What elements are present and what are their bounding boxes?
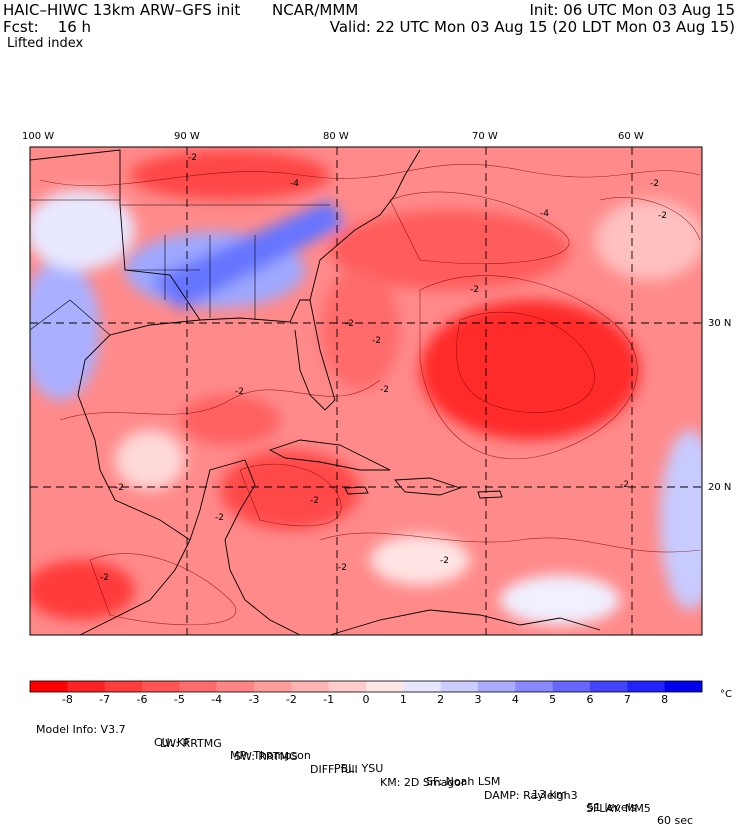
- colorbar-swatch: [216, 681, 255, 692]
- colorbar-swatch: [104, 681, 143, 692]
- colorbar-tick-label: 5: [549, 693, 557, 706]
- contour-label: -2: [338, 563, 347, 573]
- contour-label: -2: [235, 387, 244, 397]
- contour-label: -2: [470, 285, 479, 295]
- lat-label-30n: 30 N: [708, 318, 732, 329]
- colorbar-tick-label: -4: [211, 693, 223, 706]
- colorbar-tick-label: 3: [474, 693, 482, 706]
- colorbar-swatch: [179, 681, 218, 692]
- colorbar-swatch: [403, 681, 442, 692]
- colorbar-tick-label: 8: [661, 693, 669, 706]
- colorbar-swatch: [366, 681, 404, 692]
- field-name: Lifted index: [7, 36, 84, 51]
- colorbar-tick-label: 6: [586, 693, 594, 706]
- colorbar-swatch: [142, 681, 180, 692]
- colorbar-border: [29, 680, 703, 693]
- info-sflay: SFLAY: MM5: [586, 802, 651, 815]
- colorbar-swatch: [291, 681, 330, 692]
- colorbar-swatch: [590, 681, 628, 692]
- colorbar-swatch: [328, 681, 367, 692]
- colorbar-swatch: [30, 681, 68, 692]
- contour-label: -2: [215, 513, 224, 523]
- colorbar-tick-label: -7: [99, 693, 111, 706]
- map-canvas: -2 -4 -4 -2 -2 -2 -2 -2 -2 -2 -2 -2 -2 -2 -2 -2 -2: [29, 146, 703, 693]
- center-name: NCAR/MMM: [272, 1, 359, 19]
- contour-label: -2: [658, 211, 667, 221]
- contour-label: -2: [380, 385, 389, 395]
- colorbar-swatch: [67, 681, 106, 692]
- contour-label: -2: [188, 153, 197, 163]
- lon-label-80w: 80 W: [323, 131, 349, 142]
- contour-label: -2: [620, 480, 629, 490]
- colorbar-tick-label: 2: [437, 693, 445, 706]
- info-damp: DAMP: Rayleigh3: [484, 789, 578, 802]
- colorbar-swatch: [254, 681, 292, 692]
- colorbar-swatch: [627, 681, 666, 692]
- lon-label-70w: 70 W: [472, 131, 498, 142]
- lat-label-20n: 20 N: [708, 482, 732, 493]
- colorbar-tick-label: -8: [61, 693, 73, 706]
- colorbar-tick-label: 4: [511, 693, 519, 706]
- colorbar-swatch: [440, 681, 479, 692]
- colorbar-tick-label: 7: [623, 693, 631, 706]
- colorbar-tick-label: -6: [136, 693, 148, 706]
- colorbar-tick-label: 0: [362, 693, 370, 706]
- contour-label: -2: [650, 179, 659, 189]
- info-line-1: Model Info: V3.7 CU: KF MP: Thompson PBL…: [29, 710, 693, 827]
- init-time: Init: 06 UTC Mon 03 Aug 15: [529, 1, 735, 19]
- colorbar-tick-label: -1: [323, 693, 335, 706]
- contour-label: -2: [440, 556, 449, 566]
- colorbar-swatch: [515, 681, 554, 692]
- colorbar-tick-label: -3: [248, 693, 260, 706]
- colorbar-swatch: [664, 681, 703, 692]
- info-diff: DIFF: full: [310, 763, 358, 776]
- forecast-hour: Fcst: 16 h: [3, 18, 92, 36]
- colorbar-tick-label: 1: [399, 693, 407, 706]
- contour-label: -2: [115, 483, 124, 493]
- info-timestep: 60 sec: [657, 814, 694, 827]
- contour-label: -2: [100, 573, 109, 583]
- map-frame: [29, 146, 703, 636]
- info-sw: SW: RRTMG: [234, 750, 298, 763]
- lat-lon-grid: [30, 147, 702, 635]
- lon-label-90w: 90 W: [174, 131, 200, 142]
- colorbar-tick-label: -2: [285, 693, 297, 706]
- contour-label: -4: [290, 179, 299, 189]
- contour-lines: [39, 164, 701, 626]
- info-model-version: Model Info: V3.7: [36, 723, 126, 736]
- coastlines-borders: [30, 149, 601, 635]
- colorbar-tick-label: -5: [173, 693, 185, 706]
- contour-label: -2: [372, 336, 381, 346]
- lon-label-60w: 60 W: [618, 131, 644, 142]
- info-km: KM: 2D Smagor: [380, 776, 466, 789]
- contour-label: -4: [540, 209, 549, 219]
- colorbar-swatch: [478, 681, 516, 692]
- colorbar-unit: °C: [720, 689, 732, 700]
- model-title: HAIC–HIWC 13km ARW–GFS init: [3, 1, 241, 19]
- lifted-index-field: [30, 147, 702, 635]
- contour-label: -2: [310, 496, 319, 506]
- colorbar: [29, 680, 703, 693]
- lon-label-100w: 100 W: [22, 131, 55, 142]
- info-line-2: LW: RRTMG SW: RRTMG DIFF: full KM: 2D Sm…: [153, 724, 651, 815]
- info-lw: LW: RRTMG: [160, 737, 222, 750]
- contour-label: -2: [345, 319, 354, 329]
- contour-labels: -2 -4 -4 -2 -2 -2 -2 -2 -2 -2 -2 -2 -2 -2 -2 -2 -2: [100, 153, 667, 583]
- valid-time: Valid: 22 UTC Mon 03 Aug 15 (20 LDT Mon …: [329, 18, 735, 36]
- colorbar-swatch: [552, 681, 591, 692]
